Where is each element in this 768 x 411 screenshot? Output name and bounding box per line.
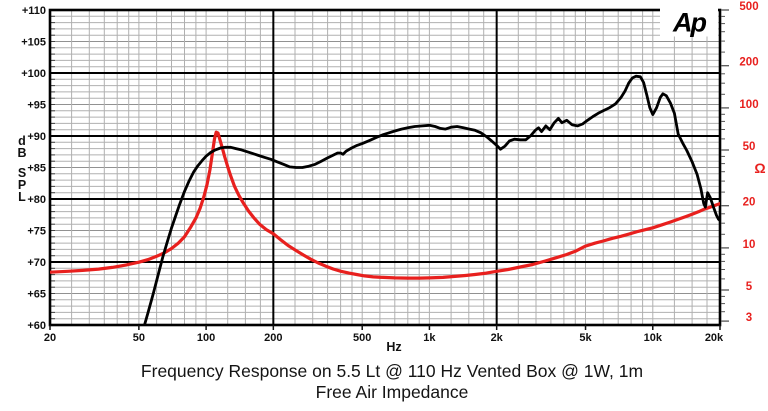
logo-background: [660, 8, 718, 37]
x-axis-tick-label: 5k: [579, 332, 592, 344]
y-right-tick-label: 100: [739, 99, 758, 111]
y-right-axis-unit-label: Ω: [754, 160, 765, 176]
x-axis-tick-label: 100: [197, 332, 215, 344]
caption-line2: Free Air Impedance: [315, 382, 469, 402]
x-axis-unit-label: Hz: [386, 340, 401, 354]
y-left-tick-label: +90: [27, 131, 46, 143]
caption-line1: Frequency Response on 5.5 Lt @ 110 Hz Ve…: [140, 361, 644, 381]
y-left-axis-title-char: L: [18, 190, 26, 204]
y-left-axis-title-char: S: [18, 166, 26, 180]
x-axis-tick-label: 20: [44, 332, 56, 344]
y-right-tick-label: 5: [746, 281, 753, 293]
y-left-axis-title-char: B: [17, 146, 26, 160]
frequency-response-impedance-chart: Ap 20 50 100 200 500 1k 2k 5k 10k 20k Hz +110 +105 +10…: [17, 1, 765, 354]
y-left-tick-label: +85: [27, 163, 46, 175]
x-axis-tick-label: 20k: [705, 332, 724, 344]
y-left-axis-title-char: P: [18, 178, 26, 192]
grid: [50, 10, 720, 325]
ap-logo: Ap: [672, 8, 706, 38]
y-right-tick-label: 10: [743, 239, 756, 251]
y-left-tick-label: +70: [27, 257, 46, 269]
x-axis-tick-label: 2k: [491, 332, 504, 344]
y-left-tick-label: +100: [21, 68, 46, 80]
y-right-tick-label: 20: [743, 197, 756, 209]
y-left-axis-title-char: d: [18, 134, 26, 148]
y-left-tick-label: +105: [21, 37, 46, 49]
plot-border: [48, 8, 722, 327]
chart-caption: Frequency Response on 5.5 Lt @ 110 Hz Ve…: [0, 361, 768, 403]
y-left-tick-label: +75: [27, 226, 46, 238]
y-right-tick-label: 50: [743, 141, 756, 153]
impedance-curve: [50, 130, 720, 280]
x-axis-tick-label: 10k: [644, 332, 663, 344]
curves: [50, 74, 720, 326]
x-axis-tick-label: 50: [133, 332, 145, 344]
frequency-response-curve: [143, 74, 720, 326]
y-left-tick-label: +60: [27, 320, 46, 332]
x-axis-tick-label: 200: [264, 332, 282, 344]
y-right-tick-label: 3: [746, 312, 752, 324]
y-left-tick-label: +80: [27, 194, 46, 206]
y-right-tick-label: 200: [739, 57, 758, 69]
y-left-tick-label: +65: [27, 289, 46, 301]
x-axis-tick-label: 500: [353, 332, 371, 344]
x-axis-tick-label: 1k: [423, 332, 436, 344]
y-right-tick-label: 500: [739, 1, 758, 13]
y-left-tick-label: +95: [27, 100, 46, 112]
y-left-tick-label: +110: [22, 5, 46, 17]
